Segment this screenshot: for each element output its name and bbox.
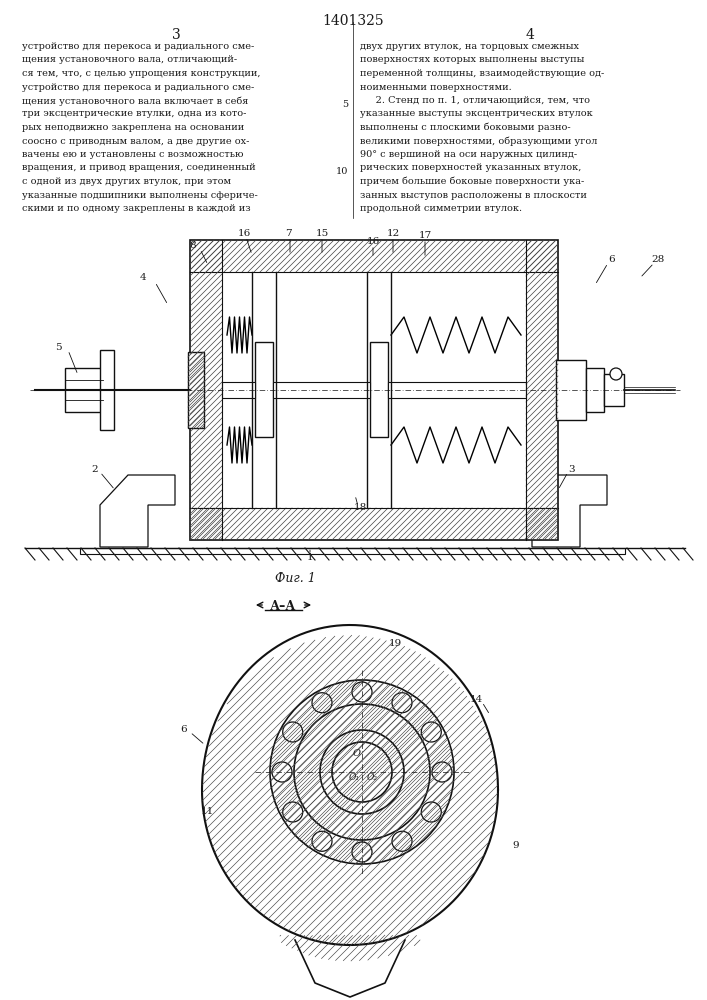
Text: 5: 5: [342, 100, 348, 109]
Text: O₁: O₁: [349, 772, 359, 782]
Bar: [255, 342, 273, 437]
Circle shape: [272, 762, 292, 782]
Bar: [556, 360, 586, 420]
Text: ноименными поверхностями.: ноименными поверхностями.: [360, 83, 512, 92]
Text: 7: 7: [285, 229, 291, 237]
Bar: [370, 342, 388, 437]
Text: щения установочного вала включает в себя: щения установочного вала включает в себя: [22, 96, 248, 105]
Text: щения установочного вала, отличающий-: щения установочного вала, отличающий-: [22, 55, 237, 64]
Text: великими поверхностями, образующими угол: великими поверхностями, образующими угол: [360, 136, 597, 146]
Bar: [188, 352, 204, 428]
Text: поверхностях которых выполнены выступы: поверхностях которых выполнены выступы: [360, 55, 585, 64]
Text: 2. Стенд по п. 1, отличающийся, тем, что: 2. Стенд по п. 1, отличающийся, тем, что: [360, 96, 590, 105]
Bar: [190, 240, 558, 540]
Text: рических поверхностей указанных втулок,: рических поверхностей указанных втулок,: [360, 163, 581, 172]
Text: 3: 3: [568, 466, 575, 475]
Circle shape: [421, 802, 441, 822]
Text: 6: 6: [181, 726, 187, 734]
Text: переменной толщины, взаимодействующие од-: переменной толщины, взаимодействующие од…: [360, 69, 604, 78]
Text: 15: 15: [315, 229, 329, 237]
Circle shape: [332, 742, 392, 802]
Bar: [65, 368, 103, 412]
Text: 90° с вершиной на оси наружных цилинд-: 90° с вершиной на оси наружных цилинд-: [360, 150, 577, 159]
Text: 10: 10: [336, 167, 348, 176]
Text: 16: 16: [238, 229, 250, 237]
Text: 2: 2: [92, 466, 98, 475]
Circle shape: [421, 722, 441, 742]
Circle shape: [312, 693, 332, 713]
Text: выполнены с плоскими боковыми разно-: выполнены с плоскими боковыми разно-: [360, 123, 571, 132]
Text: 28: 28: [651, 255, 665, 264]
Text: рых неподвижно закреплена на основании: рых неподвижно закреплена на основании: [22, 123, 244, 132]
Bar: [586, 368, 604, 412]
Text: три эксцентрические втулки, одна из кото-: три эксцентрические втулки, одна из кото…: [22, 109, 246, 118]
Text: 3: 3: [172, 28, 180, 42]
Text: А–А: А–А: [270, 600, 296, 613]
Text: устройство для перекоса и радиального сме-: устройство для перекоса и радиального см…: [22, 42, 255, 51]
Text: 12: 12: [386, 229, 399, 237]
Text: 14: 14: [469, 696, 483, 704]
Text: O₂: O₂: [366, 772, 378, 782]
Text: 18: 18: [354, 504, 367, 512]
Text: 19: 19: [388, 639, 402, 648]
Circle shape: [392, 693, 412, 713]
Text: соосно с приводным валом, а две другие ох-: соосно с приводным валом, а две другие о…: [22, 136, 250, 145]
Text: причем большие боковые поверхности ука-: причем большие боковые поверхности ука-: [360, 177, 584, 186]
Text: указанные подшипники выполнены сфериче-: указанные подшипники выполнены сфериче-: [22, 190, 258, 200]
Text: 4: 4: [140, 273, 146, 282]
Polygon shape: [100, 475, 175, 547]
Text: продольной симметрии втулок.: продольной симметрии втулок.: [360, 204, 522, 213]
Circle shape: [432, 762, 452, 782]
Text: двух других втулок, на торцовых смежных: двух других втулок, на торцовых смежных: [360, 42, 579, 51]
Bar: [222, 382, 255, 398]
Text: 1401325: 1401325: [322, 14, 384, 28]
Circle shape: [270, 680, 454, 864]
Text: скими и по одному закреплены в каждой из: скими и по одному закреплены в каждой из: [22, 204, 250, 213]
Bar: [100, 350, 114, 430]
Text: ся тем, что, с целью упрощения конструкции,: ся тем, что, с целью упрощения конструкц…: [22, 69, 260, 78]
Text: вращения, и привод вращения, соединенный: вращения, и привод вращения, соединенный: [22, 163, 256, 172]
Text: устройство для перекоса и радиального сме-: устройство для перекоса и радиального см…: [22, 83, 255, 92]
Text: указанные выступы эксцентрических втулок: указанные выступы эксцентрических втулок: [360, 109, 592, 118]
Circle shape: [283, 802, 303, 822]
Text: O: O: [353, 750, 361, 758]
Circle shape: [294, 704, 430, 840]
Circle shape: [352, 842, 372, 862]
Text: 6: 6: [609, 255, 615, 264]
Text: 9: 9: [513, 840, 520, 850]
Circle shape: [320, 730, 404, 814]
Text: Фиг. 1: Фиг. 1: [274, 572, 315, 585]
Text: вачены ею и установлены с возможностью: вачены ею и установлены с возможностью: [22, 150, 243, 159]
Text: 1: 1: [307, 552, 313, 562]
Bar: [80, 548, 625, 554]
Text: 11: 11: [200, 808, 214, 816]
Text: с одной из двух других втулок, при этом: с одной из двух других втулок, при этом: [22, 177, 231, 186]
Text: 4: 4: [525, 28, 534, 42]
Circle shape: [352, 682, 372, 702]
Circle shape: [392, 831, 412, 851]
Text: занных выступов расположены в плоскости: занных выступов расположены в плоскости: [360, 190, 587, 200]
Circle shape: [312, 831, 332, 851]
Text: 5: 5: [54, 344, 62, 353]
Circle shape: [283, 722, 303, 742]
Bar: [273, 382, 370, 398]
Polygon shape: [532, 475, 607, 547]
Bar: [604, 374, 624, 406]
Text: 8: 8: [189, 240, 197, 249]
Circle shape: [610, 368, 622, 380]
Bar: [388, 382, 526, 398]
Text: 17: 17: [419, 231, 432, 239]
Text: 16: 16: [366, 236, 380, 245]
